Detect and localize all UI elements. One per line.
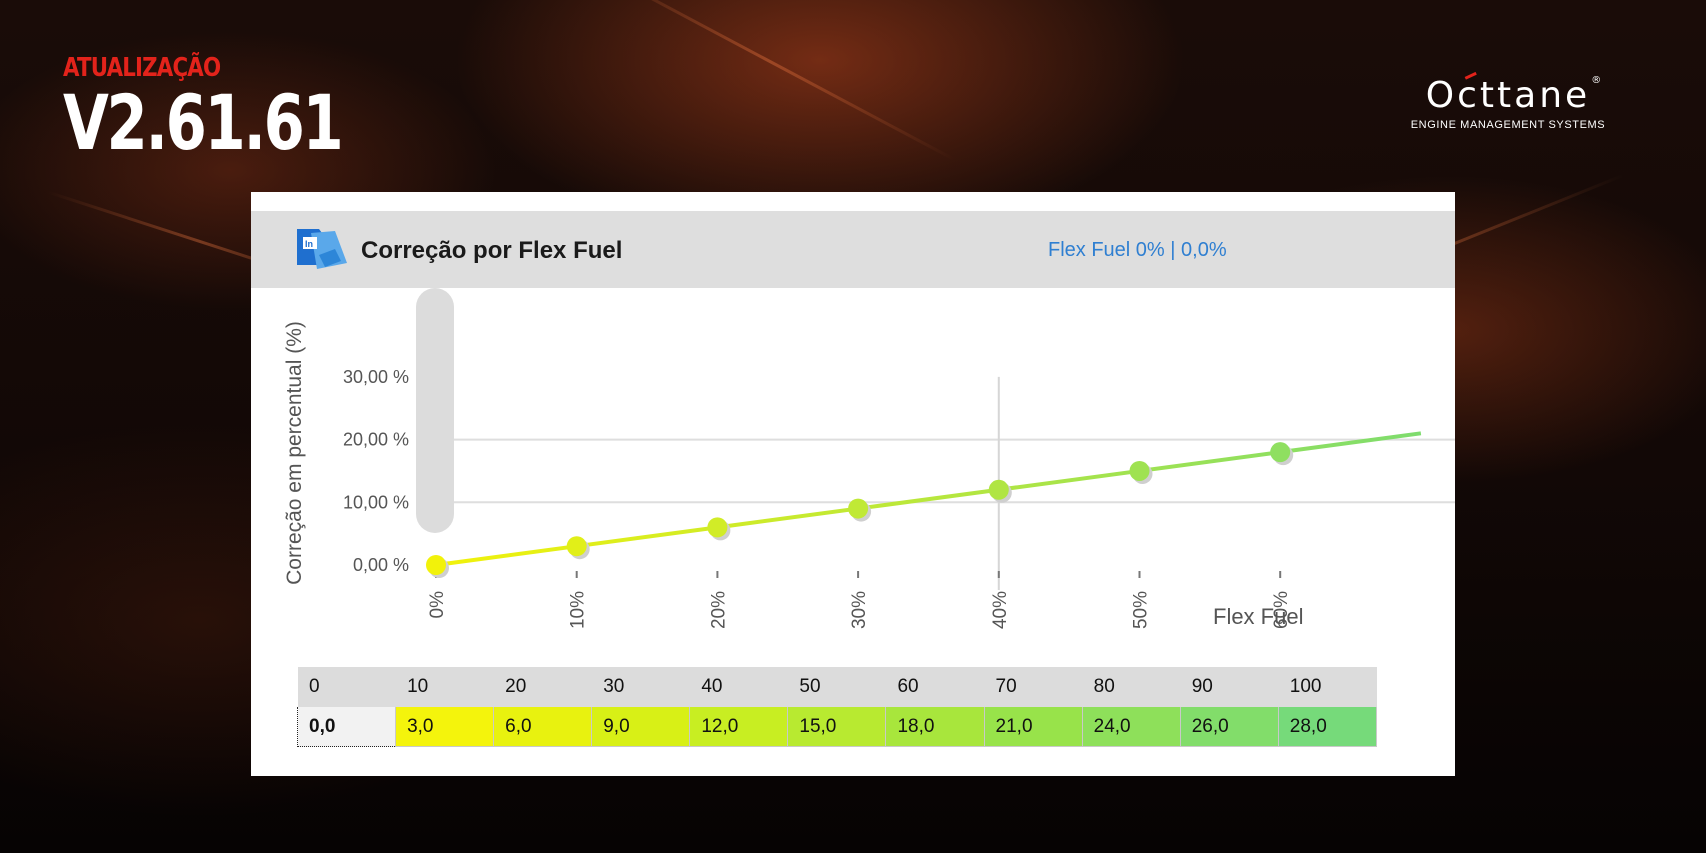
table-header-cell: 80 [1082, 666, 1181, 707]
background-streak [583, 0, 957, 162]
table-header-cell: 70 [984, 666, 1083, 707]
table-value-cell[interactable]: 24,0 [1081, 706, 1181, 747]
x-tick-label: 10% [568, 591, 589, 629]
table-value-cell[interactable]: 9,0 [591, 706, 691, 747]
table-header-cell: 60 [885, 666, 985, 707]
table-values-row: 0,0 3,0 6,0 9,0 12,0 15,0 18,0 21,0 24,0 26,0 28,0 [296, 706, 1378, 747]
table-header-cell: 0 [297, 666, 396, 707]
table-value-cell[interactable]: 21,0 [983, 706, 1083, 747]
y-tick-label: 20,00 % [343, 430, 409, 450]
brand-wordmark: Octtane ® [1426, 71, 1601, 114]
data-point [1270, 442, 1291, 463]
table-header-row: 0 10 20 30 40 50 60 70 80 90 100 [297, 666, 1377, 707]
flex-fuel-status: Flex Fuel 0% | 0,0% [1048, 239, 1227, 261]
flex-fuel-correction-panel: In Correção por Flex Fuel Flex Fuel 0% |… [251, 192, 1455, 776]
release-banner: ATUALIZAÇÃO V2.61.61 [63, 55, 420, 161]
x-tick-label: 50% [1131, 591, 1152, 629]
y-tick-label: 10,00 % [343, 492, 409, 512]
data-point [988, 479, 1009, 500]
x-tick-label: 40% [990, 591, 1011, 629]
y-tick-label: 30,00 % [343, 367, 409, 387]
data-point [1129, 460, 1150, 481]
y-tick-label: 0,00 % [353, 555, 409, 575]
x-tick-label: 20% [708, 591, 729, 629]
table-header-cell: 90 [1180, 666, 1279, 707]
correction-chart[interactable]: 30,00 % 20,00 % 10,00 % 0,00 % Correção em p… [251, 288, 1455, 648]
table-value-cell[interactable]: 18,0 [885, 706, 985, 747]
table-value-cell[interactable]: 12,0 [689, 706, 789, 747]
release-version: V2.61.61 [63, 78, 344, 167]
svg-text:In: In [305, 239, 313, 249]
brand-tagline: ENGINE MANAGEMENT SYSTEMS [1410, 119, 1606, 131]
table-header-cell: 20 [493, 666, 592, 707]
data-point [426, 555, 446, 575]
table-value-cell[interactable]: 15,0 [787, 706, 887, 747]
flex-fuel-map-icon: In [297, 229, 347, 269]
data-point [707, 517, 728, 538]
x-tick-label: 30% [849, 591, 870, 629]
chart-scroll-track [416, 288, 454, 533]
table-header-cell: 40 [689, 666, 788, 707]
table-value-cell[interactable]: 3,0 [395, 706, 495, 747]
data-point [848, 498, 869, 519]
table-header-cell: 50 [787, 666, 886, 707]
panel-header: In Correção por Flex Fuel Flex Fuel 0% |… [251, 211, 1455, 288]
table-header-cell: 10 [395, 666, 494, 707]
x-axis-label: Flex Fuel [1213, 604, 1303, 629]
table-header-cell: 100 [1278, 666, 1377, 707]
x-tick-label: 0% [427, 591, 448, 619]
registered-mark: ® [1591, 75, 1605, 86]
y-axis-label: Correção em percentual (%) [283, 321, 306, 585]
table-value-cell[interactable]: 26,0 [1179, 706, 1279, 747]
panel-title: Correção por Flex Fuel [361, 237, 623, 264]
data-point [566, 536, 587, 557]
brand-logo: Octtane ® ENGINE MANAGEMENT SYSTEMS [1388, 71, 1628, 131]
series-line [435, 431, 1422, 567]
correction-table: 0 10 20 30 40 50 60 70 80 90 100 0,0 3,0 6,0 9,0 12,0 1… [296, 666, 1378, 747]
release-kicker: ATUALIZAÇÃO [63, 53, 221, 83]
table-value-cell[interactable]: 0,0 [296, 706, 397, 747]
table-value-cell[interactable]: 28,0 [1277, 706, 1378, 747]
table-value-cell[interactable]: 6,0 [493, 706, 593, 747]
table-header-cell: 30 [591, 666, 690, 707]
x-tick-label: 60% [1271, 591, 1292, 629]
